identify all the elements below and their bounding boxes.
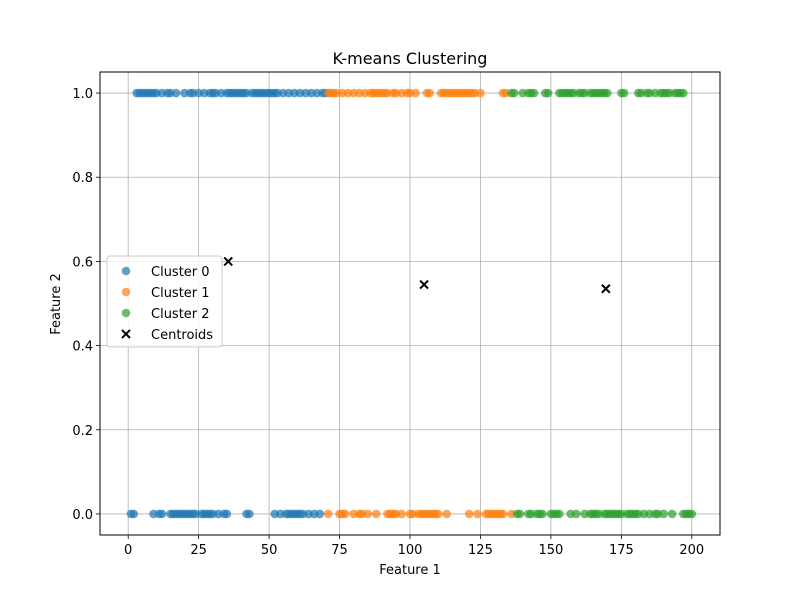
legend-label: Cluster 2 (151, 307, 210, 322)
data-point (245, 509, 254, 519)
data-point (473, 509, 482, 519)
data-point (498, 509, 508, 519)
data-point (433, 509, 443, 519)
data-point (538, 509, 547, 519)
legend-entry: Cluster 1 (121, 286, 210, 301)
data-point (602, 88, 612, 98)
legend-entry: Centroids (121, 328, 213, 343)
centroid-stroke (601, 284, 611, 294)
data-point (476, 88, 485, 98)
x-tick-label: 0 (124, 543, 132, 558)
data-point (315, 509, 325, 519)
cluster-1-points (323, 88, 516, 519)
cluster-0-points (126, 88, 330, 519)
legend: Cluster 0 Cluster 1 Cluster 2 Centroids (106, 255, 223, 348)
chart-title: K-means Clustering (333, 49, 488, 68)
data-point (529, 88, 539, 98)
x-axis-label: Feature 1 (379, 563, 441, 578)
legend-marker (121, 329, 131, 339)
data-point (397, 509, 406, 519)
centroid-stroke (223, 256, 233, 267)
legend-entries: Cluster 0 Cluster 1 Cluster 2 Centroids (121, 265, 213, 343)
data-point (464, 509, 474, 519)
centroid-marker (223, 256, 233, 267)
data-point (323, 509, 333, 519)
centroid-markers (223, 256, 611, 294)
centroid-stroke (419, 279, 429, 290)
y-tick-label: 1.0 (72, 87, 93, 102)
x-tick-label: 150 (538, 543, 563, 558)
data-point (619, 88, 629, 98)
data-point (411, 88, 420, 98)
legend-entry: Cluster 2 (121, 307, 210, 322)
data-point (515, 509, 525, 519)
x-tick-label: 125 (468, 543, 493, 558)
cluster-2-points (507, 88, 697, 519)
data-point (363, 509, 373, 519)
x-tick-label: 75 (331, 543, 348, 558)
y-tick-label: 0.4 (72, 340, 93, 355)
y-tick-label: 0.2 (72, 424, 93, 439)
x-axis-ticks: 0 25 50 75 100 125 150 175 200 (124, 535, 704, 558)
data-point (442, 509, 451, 519)
y-tick-label: 0.0 (72, 508, 93, 523)
data-point (509, 88, 519, 98)
data-point (157, 509, 167, 519)
y-tick-label: 0.8 (72, 171, 93, 186)
data-point (571, 509, 581, 519)
legend-label: Cluster 0 (151, 265, 210, 280)
data-point (340, 509, 350, 519)
data-point (371, 509, 381, 519)
data-point (129, 509, 139, 519)
legend-label: Cluster 1 (151, 286, 210, 301)
data-point (543, 88, 553, 98)
legend-entry: Cluster 0 (121, 265, 210, 280)
legend-frame (106, 255, 223, 348)
centroid-marker (419, 279, 429, 290)
x-tick-label: 50 (261, 543, 278, 558)
data-point (425, 88, 435, 98)
data-point (667, 509, 677, 519)
centroid-marker (601, 284, 611, 294)
x-tick-label: 25 (190, 543, 207, 558)
data-point (679, 88, 688, 98)
y-axis-ticks: 0.0 0.2 0.4 0.6 0.8 1.0 (72, 87, 100, 523)
data-point (222, 509, 232, 519)
data-point (659, 509, 668, 519)
data-point (687, 509, 697, 519)
legend-marker (121, 308, 131, 318)
x-tick-label: 100 (398, 543, 423, 558)
x-tick-label: 175 (609, 543, 634, 558)
x-tick-label: 200 (679, 543, 704, 558)
legend-label: Centroids (151, 328, 213, 343)
legend-marker (121, 287, 131, 297)
data-points (126, 88, 697, 519)
data-point (555, 509, 564, 519)
legend-marker (121, 266, 131, 276)
y-axis-label: Feature 2 (49, 273, 64, 335)
y-tick-label: 0.6 (72, 255, 93, 270)
data-point (171, 88, 181, 98)
